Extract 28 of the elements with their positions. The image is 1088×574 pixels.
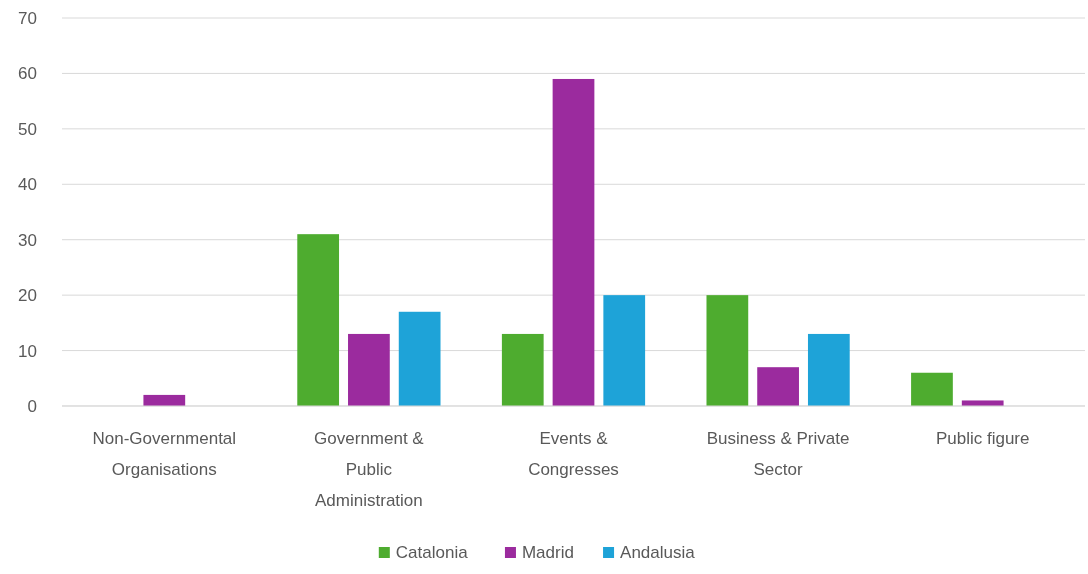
y-tick-label: 30 bbox=[18, 230, 37, 250]
bar bbox=[706, 295, 749, 406]
bar bbox=[603, 295, 646, 406]
bar bbox=[398, 311, 441, 406]
bar bbox=[911, 372, 953, 406]
y-tick-label: 40 bbox=[18, 175, 37, 195]
x-tick-label: Non-Governmental Organisations bbox=[92, 429, 237, 479]
bar bbox=[143, 394, 186, 406]
bar bbox=[552, 78, 595, 406]
y-tick-label: 50 bbox=[18, 119, 37, 139]
legend-label: Andalusia bbox=[620, 543, 696, 562]
y-tick-label: 70 bbox=[18, 8, 37, 28]
x-tick-label: Events & Congresses bbox=[528, 429, 619, 479]
x-tick-label: Business & Private Sector bbox=[706, 429, 850, 479]
y-tick-label: 60 bbox=[18, 64, 37, 84]
y-tick-label: 20 bbox=[18, 286, 37, 306]
y-tick-label: 10 bbox=[18, 341, 37, 361]
legend-label: Catalonia bbox=[395, 543, 469, 562]
x-tick-label: Government & Public Administration bbox=[314, 429, 425, 510]
bar bbox=[757, 367, 799, 406]
x-tick-label: Public figure bbox=[935, 429, 1030, 448]
bar bbox=[348, 333, 390, 406]
bar bbox=[807, 333, 850, 406]
bar bbox=[297, 234, 340, 406]
y-tick-label: 0 bbox=[27, 396, 37, 416]
bar bbox=[961, 400, 1004, 406]
legend-label: Madrid bbox=[521, 543, 574, 562]
bar bbox=[501, 333, 544, 406]
